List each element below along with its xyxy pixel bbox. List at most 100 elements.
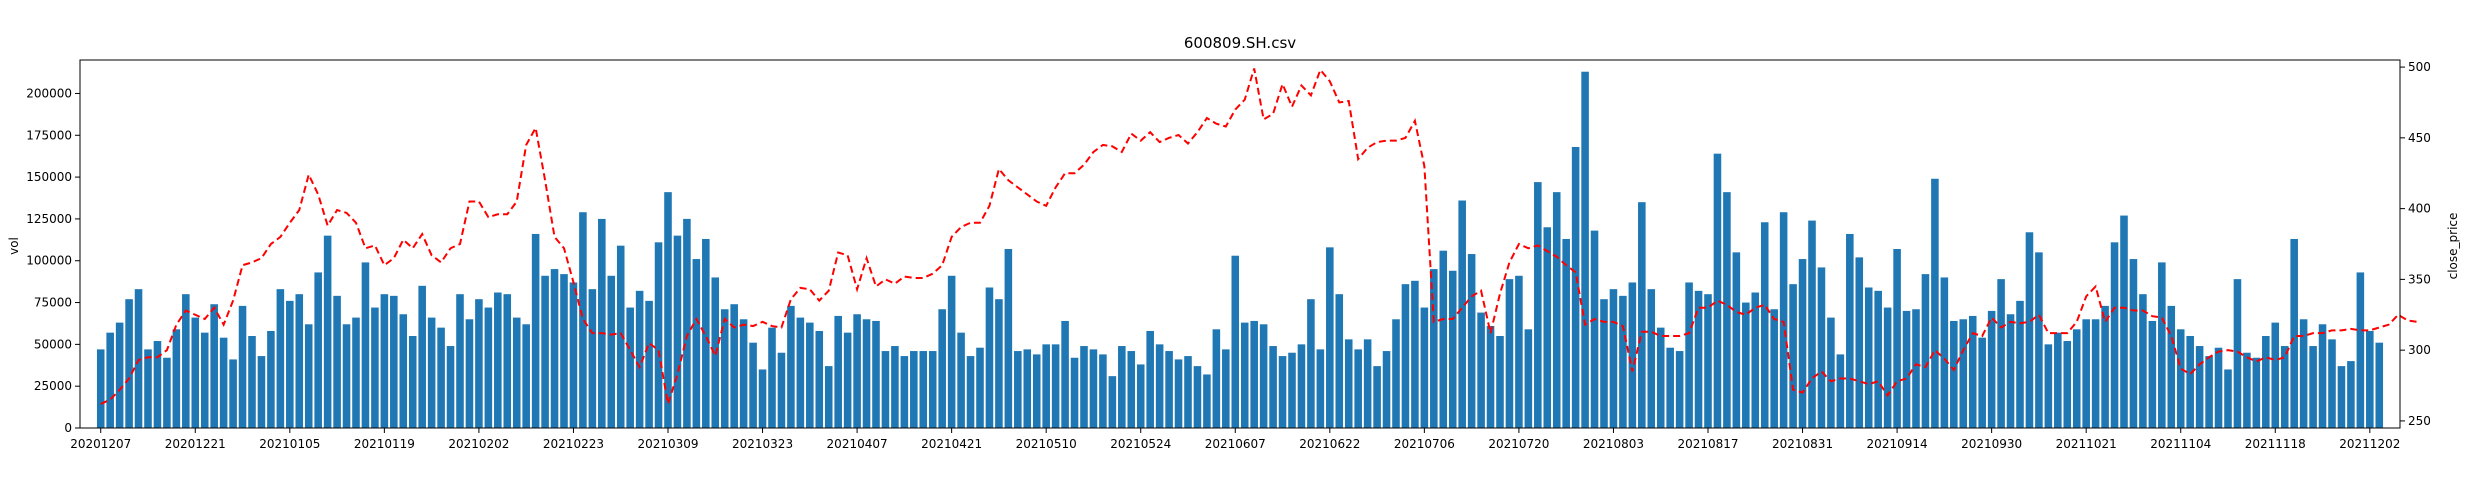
bar: [1893, 249, 1901, 428]
bar: [2375, 342, 2384, 428]
right-tick-label: 350: [2408, 272, 2431, 286]
bar: [1363, 339, 1372, 428]
bar: [1288, 352, 1296, 428]
x-tick-label: 20210407: [827, 437, 888, 451]
left-tick-label: 25000: [34, 379, 72, 393]
bar: [1108, 376, 1117, 428]
bar: [2176, 329, 2185, 428]
bar: [1798, 259, 1807, 428]
bar: [390, 295, 398, 428]
bar: [2167, 305, 2176, 428]
left-tick-label: 125000: [26, 212, 72, 226]
bar: [1212, 329, 1221, 428]
right-tick-label: 400: [2408, 202, 2431, 216]
bar: [503, 294, 512, 428]
bar: [692, 259, 701, 428]
bar: [1307, 299, 1315, 428]
bar: [172, 329, 181, 428]
bar: [1855, 257, 1864, 428]
bar: [2148, 320, 2157, 428]
bar: [2328, 339, 2336, 428]
bar: [1316, 349, 1325, 428]
bar: [673, 235, 682, 428]
bar: [824, 366, 833, 428]
x-tick-label: 20211202: [2339, 437, 2400, 451]
bar: [276, 289, 285, 428]
bar: [749, 342, 757, 428]
bar: [1430, 269, 1438, 428]
bar: [427, 317, 436, 428]
bar: [1382, 351, 1391, 428]
bar: [1099, 354, 1107, 428]
bar: [484, 307, 493, 428]
bar: [1203, 374, 1211, 428]
bar: [891, 346, 899, 428]
bar: [1808, 220, 1816, 428]
bar: [1959, 319, 1968, 428]
bar: [1467, 254, 1476, 428]
bar: [2082, 319, 2090, 428]
bar: [2025, 232, 2034, 428]
bar: [2262, 336, 2270, 428]
bar: [598, 218, 606, 428]
bar: [2366, 330, 2374, 428]
bar: [2006, 314, 2015, 428]
axes: 0 25000 50000 75000 100000 125000 150000 175000…: [26, 60, 2431, 451]
bar: [1240, 322, 1249, 428]
plot-frame: [79, 59, 2401, 429]
bar: [720, 309, 729, 428]
bar: [1155, 344, 1164, 428]
bar: [1675, 351, 1684, 428]
bar: [1420, 307, 1429, 428]
x-tick-label: 20211118: [2245, 437, 2306, 451]
bar: [2243, 352, 2251, 428]
bar: [465, 319, 474, 428]
bar: [1628, 282, 1637, 428]
bar: [512, 317, 521, 428]
bar: [2290, 238, 2298, 428]
bar: [125, 299, 133, 428]
line-layer: [100, 67, 2418, 405]
bar: [1269, 346, 1277, 428]
x-tick-label: 20210817: [1677, 437, 1738, 451]
x-tick-label: 20211104: [2150, 437, 2211, 451]
bar: [1713, 153, 1722, 429]
bar: [1968, 315, 1977, 428]
bar: [976, 347, 984, 428]
bar: [635, 290, 644, 428]
bar: [494, 292, 502, 428]
bar: [881, 351, 890, 428]
bar: [758, 369, 767, 428]
bar: [739, 319, 748, 428]
bar: [1827, 317, 1835, 428]
bar: [2337, 366, 2346, 428]
bar: [1704, 294, 1712, 428]
bar: [702, 238, 710, 428]
bar: [966, 356, 975, 428]
bar: [607, 275, 616, 428]
bar: [1014, 351, 1022, 428]
bar: [96, 349, 105, 428]
left-axis-label: vol: [7, 237, 21, 255]
bar: [947, 275, 956, 428]
bar: [163, 357, 171, 428]
bar: [1515, 275, 1523, 428]
bar: [1401, 284, 1410, 428]
bar: [1165, 351, 1173, 428]
bar: [191, 317, 200, 428]
bar: [2044, 344, 2053, 428]
bar: [2063, 341, 2072, 428]
bar: [1543, 227, 1552, 428]
bar: [1770, 309, 1778, 428]
bar: [115, 322, 124, 428]
bar: [843, 332, 852, 428]
bar: [1571, 146, 1580, 429]
right-tick-label: 300: [2408, 343, 2431, 357]
bar: [1817, 267, 1826, 428]
bar: [531, 233, 540, 428]
bar: [626, 307, 634, 428]
bar: [2356, 272, 2365, 428]
bar: [1250, 320, 1258, 428]
bar: [910, 351, 918, 428]
bar: [446, 346, 455, 428]
